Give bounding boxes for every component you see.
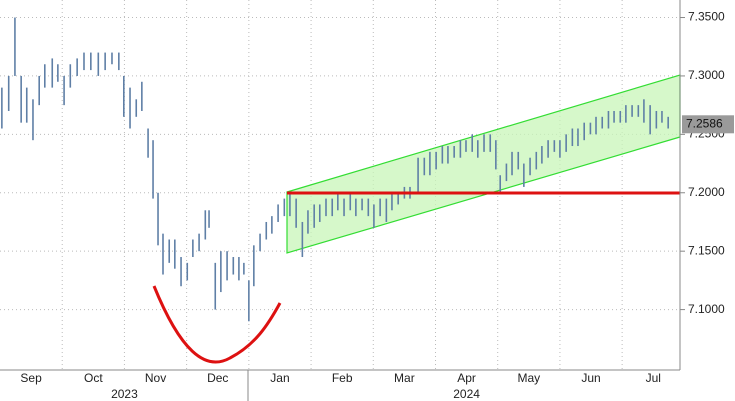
y-tick-label: 7.2000 bbox=[688, 185, 725, 199]
x-tick-label: Nov bbox=[145, 371, 166, 385]
x-tick-label: Jul bbox=[646, 371, 661, 385]
y-tick-label: 7.3000 bbox=[688, 68, 725, 82]
bottom-curve bbox=[152, 285, 282, 364]
x-tick-label: Mar bbox=[394, 371, 415, 385]
y-tick-label: 7.1000 bbox=[688, 302, 725, 316]
bars bbox=[1, 17, 669, 322]
last-value-box bbox=[682, 115, 734, 134]
year-label: 2024 bbox=[453, 387, 480, 401]
year-label: 2023 bbox=[111, 387, 138, 401]
x-tick-label: Apr bbox=[457, 371, 476, 385]
x-tick-label: Jun bbox=[581, 371, 600, 385]
x-tick-label: May bbox=[517, 371, 540, 385]
x-tick-label: Sep bbox=[20, 371, 42, 385]
x-tick-label: Jan bbox=[270, 371, 289, 385]
x-tick-label: Oct bbox=[84, 371, 103, 385]
y-tick-label: 7.3500 bbox=[688, 10, 725, 24]
x-tick-label: Feb bbox=[332, 371, 353, 385]
y-tick-label: 7.1500 bbox=[688, 243, 725, 257]
x-tick-label: Dec bbox=[207, 371, 228, 385]
last-value-label: 7.2586 bbox=[686, 116, 723, 130]
